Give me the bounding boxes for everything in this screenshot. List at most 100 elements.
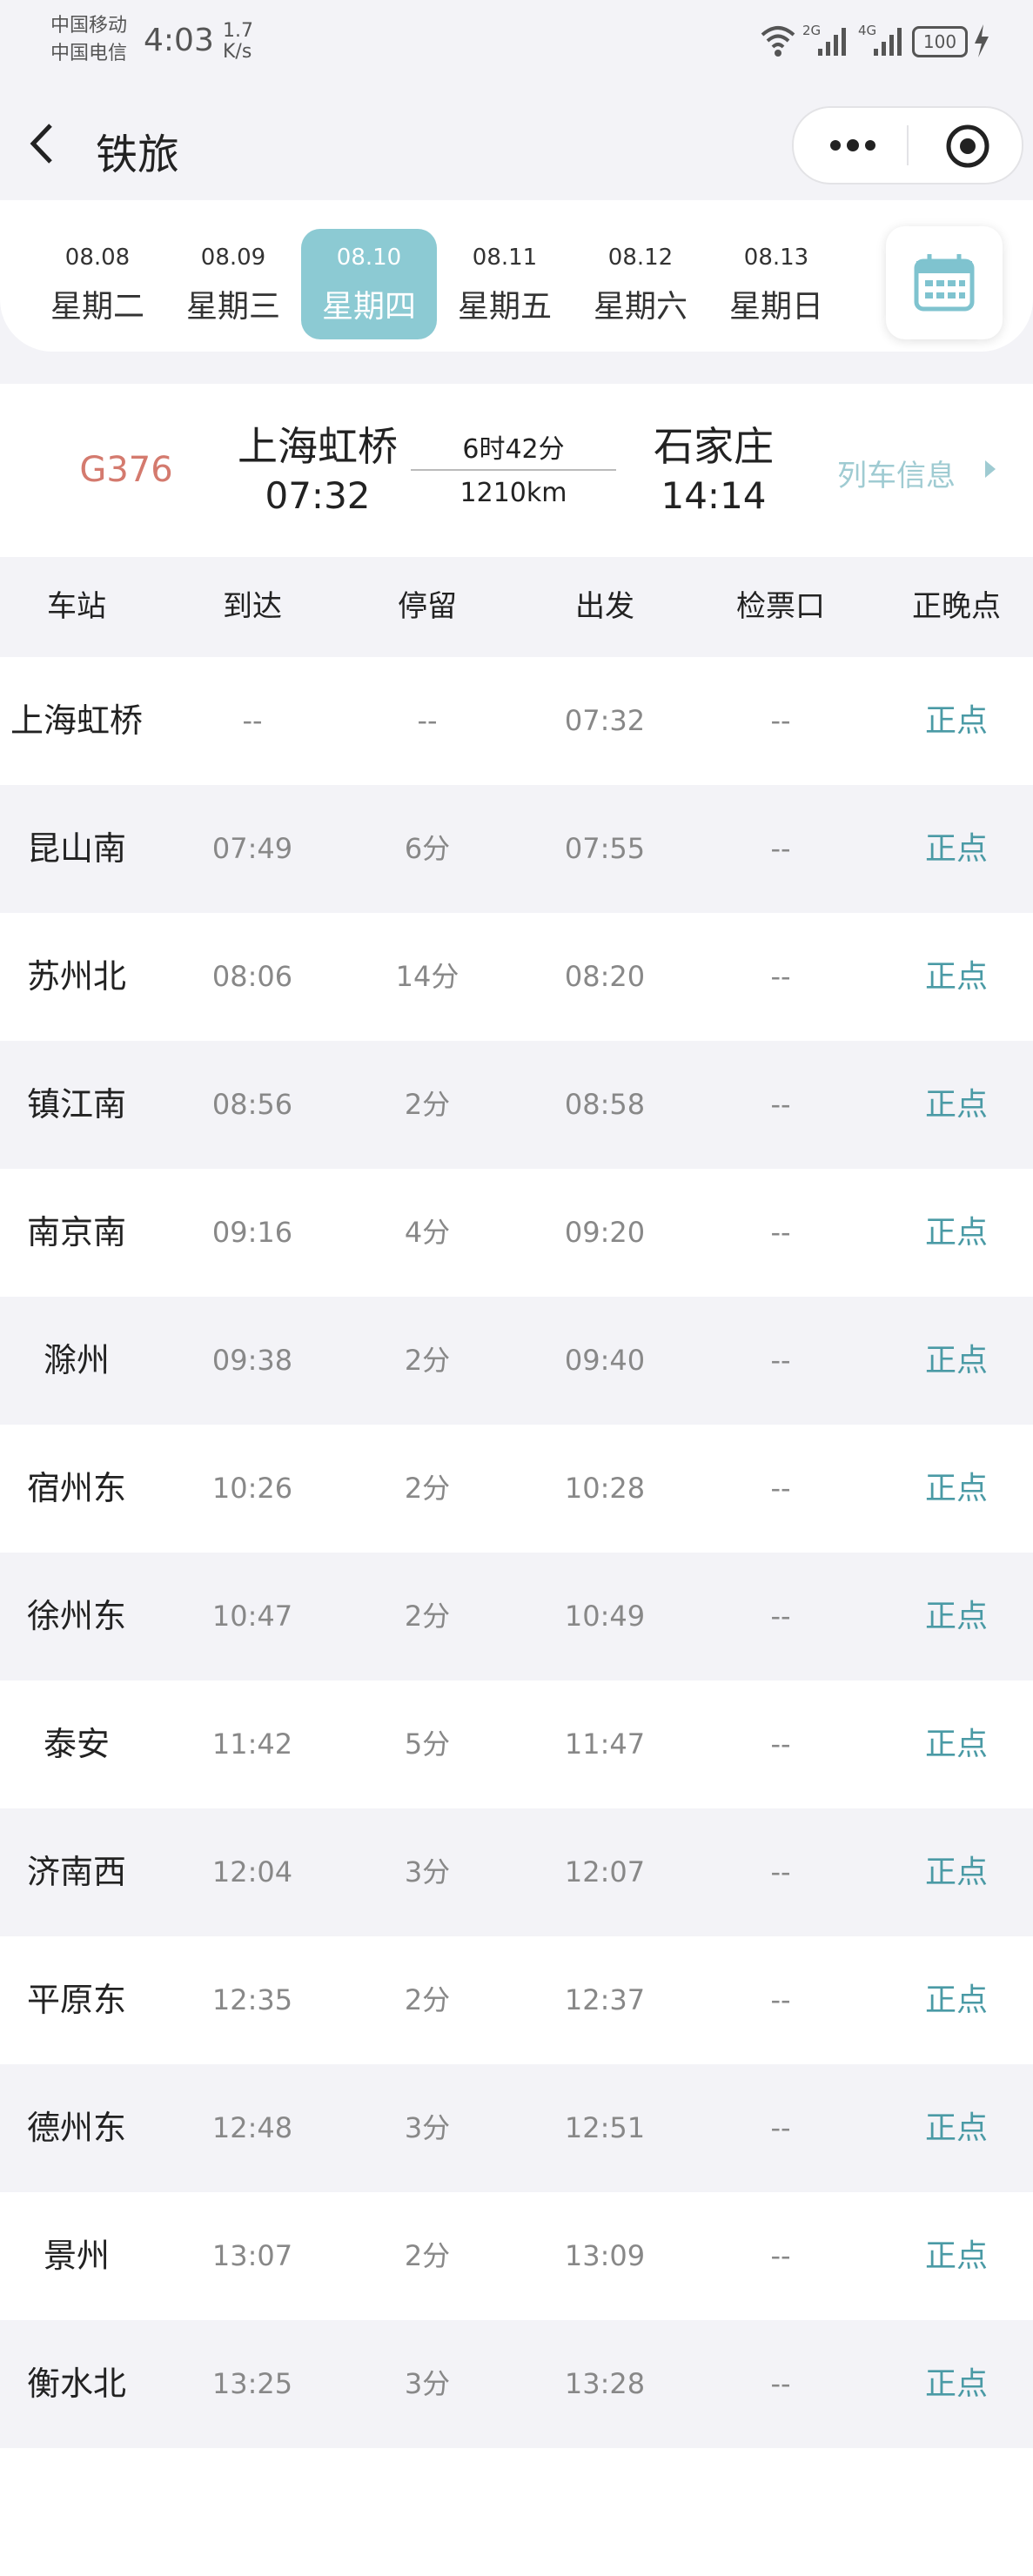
cell: 07:32 — [564, 704, 646, 737]
cell: 09:38 — [211, 1344, 293, 1377]
cell: 2分 — [404, 1088, 451, 1121]
from-station: 上海虹桥 — [238, 423, 398, 470]
train-number: G376 — [79, 450, 173, 490]
cell: -- — [242, 704, 263, 737]
status: 正点 — [924, 1343, 988, 1379]
back-button[interactable] — [26, 122, 61, 165]
date: 08.11 — [472, 245, 538, 271]
date: 08.08 — [64, 245, 131, 271]
signal-1 — [818, 28, 846, 56]
cell: 13:28 — [564, 2367, 646, 2400]
cell: 2分 — [404, 2239, 451, 2272]
cell: 2分 — [404, 1600, 451, 1633]
status: 正点 — [924, 2238, 988, 2274]
carrier-2: 中国电信 — [50, 43, 128, 64]
status: 正点 — [924, 1471, 988, 1506]
close-button[interactable] — [945, 124, 990, 169]
calendar-button[interactable] — [886, 226, 1003, 339]
table-row: 昆山南 07:49 6分 07:55 -- 正点 — [0, 785, 1033, 913]
cell: -- — [770, 1216, 791, 1249]
cell: 09:16 — [211, 1216, 293, 1249]
station: 宿州东 — [26, 1469, 126, 1507]
date-item[interactable]: 08.10 星期四 — [301, 229, 437, 339]
date-item[interactable]: 08.12 星期六 — [573, 229, 708, 339]
cell: 08:06 — [211, 960, 293, 993]
date-strip — [0, 200, 1033, 352]
cell: 08:56 — [211, 1088, 293, 1121]
weekday: 星期四 — [321, 289, 416, 325]
column-header: 到达 — [223, 589, 282, 624]
cell: 08:58 — [564, 1088, 646, 1121]
table-row: 上海虹桥 -- -- 07:32 -- 正点 — [0, 657, 1033, 785]
date-item[interactable]: 08.11 星期五 — [437, 229, 573, 339]
cell: -- — [770, 1472, 791, 1505]
cell: 12:37 — [564, 1983, 646, 2016]
cell: 6分 — [404, 832, 451, 865]
train-info-link[interactable]: 列车信息 — [837, 459, 956, 493]
cell: 12:35 — [211, 1983, 293, 2016]
cell: -- — [770, 2367, 791, 2400]
charging-icon — [975, 24, 989, 57]
date: 08.10 — [336, 245, 402, 271]
cell: -- — [770, 1855, 791, 1888]
station: 德州东 — [26, 2109, 126, 2147]
station: 衡水北 — [26, 2365, 126, 2403]
partial-row — [0, 2448, 1033, 2576]
date-item[interactable]: 08.13 星期日 — [708, 229, 844, 339]
column-header: 车站 — [47, 589, 106, 624]
more-button[interactable] — [827, 134, 879, 157]
cell: 10:49 — [564, 1600, 646, 1633]
cell: -- — [417, 704, 438, 737]
battery: 100 — [912, 26, 968, 57]
route-line — [411, 469, 616, 471]
date-item[interactable]: 08.09 星期三 — [165, 229, 301, 339]
table-row: 宿州东 10:26 2分 10:28 -- 正点 — [0, 1425, 1033, 1553]
cell: 07:49 — [211, 832, 293, 865]
table-row: 平原东 12:35 2分 12:37 -- 正点 — [0, 1936, 1033, 2064]
screen: 中国移动 中国电信 4:03 1.7 K/s 2G 4G 100 铁旅 08.08 星… — [0, 15, 1033, 2576]
arrive-time: 14:14 — [661, 474, 767, 517]
speed: 1.7 K/s — [223, 21, 253, 63]
weekday: 星期六 — [593, 289, 688, 325]
cell: 11:47 — [564, 1727, 646, 1761]
weekday: 星期五 — [457, 289, 552, 325]
table-body: 上海虹桥 -- -- 07:32 -- 正点 昆山南 07:49 6分 07:55 -- 正点 苏州北 0… — [0, 657, 1033, 2506]
column-header: 出发 — [575, 589, 634, 624]
cell: 10:47 — [211, 1600, 293, 1633]
clock: 4:03 — [144, 23, 214, 58]
date-list: 08.08 星期二 08.09 星期三 08.10 星期四 08.11 星期五 08.12 星期六… — [0, 200, 1033, 352]
station: 昆山南 — [26, 829, 126, 868]
cell: 3分 — [404, 2111, 451, 2144]
duration: 6时42分 — [462, 434, 565, 465]
station: 济南西 — [26, 1853, 126, 1891]
table-header: 车站 到达 停留 出发 检票口 正晚点 — [0, 557, 1033, 657]
cell: 2分 — [404, 1983, 451, 2016]
cell: 11:42 — [211, 1727, 293, 1761]
station: 南京南 — [26, 1213, 126, 1251]
station: 滁州 — [43, 1341, 110, 1379]
page-title: 铁旅 — [96, 131, 180, 179]
speed-unit: K/s — [223, 41, 252, 63]
station: 苏州北 — [26, 957, 126, 996]
station: 镇江南 — [26, 1085, 126, 1124]
weekday: 星期二 — [50, 289, 144, 325]
station: 泰安 — [43, 1725, 110, 1763]
status: 正点 — [924, 959, 988, 995]
column-header: 检票口 — [736, 589, 825, 624]
column-header: 停留 — [398, 589, 457, 624]
cell: 5分 — [404, 1727, 451, 1761]
cell: 13:07 — [211, 2239, 293, 2272]
date-item[interactable]: 08.08 星期二 — [30, 229, 165, 339]
cell: -- — [770, 832, 791, 865]
wifi-icon — [761, 26, 795, 57]
calendar-icon — [914, 254, 975, 312]
table-row: 苏州北 08:06 14分 08:20 -- 正点 — [0, 913, 1033, 1041]
cell: -- — [770, 1983, 791, 2016]
cell: 12:04 — [211, 1855, 293, 1888]
carrier-1: 中国移动 — [50, 15, 128, 37]
speed-value: 1.7 — [223, 20, 253, 42]
station: 上海虹桥 — [10, 701, 143, 740]
status: 正点 — [924, 1087, 988, 1123]
table-row: 衡水北 13:25 3分 13:28 -- 正点 — [0, 2320, 1033, 2448]
column-header: 正晚点 — [912, 589, 1001, 624]
